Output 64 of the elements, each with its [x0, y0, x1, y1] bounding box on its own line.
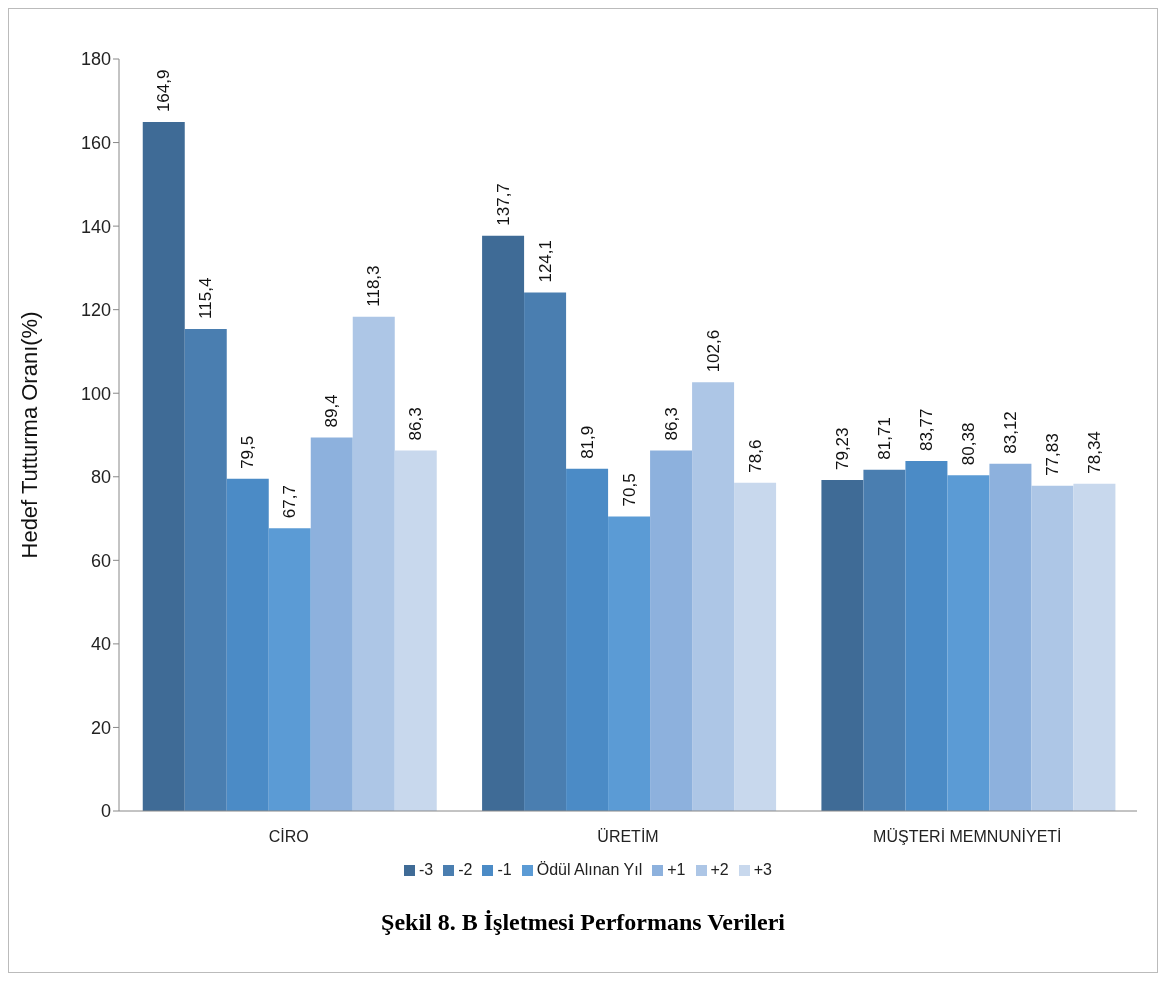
data-label: 86,3	[406, 407, 426, 441]
y-axis-title: Hedef Tutturma Oranı(%)	[16, 311, 42, 559]
y-tick-label: 40	[90, 634, 111, 655]
data-label: 137,7	[493, 183, 513, 226]
data-label: 83,12	[1000, 411, 1020, 454]
bar	[650, 450, 693, 811]
data-label: 79,5	[238, 435, 258, 469]
y-tick-label: 80	[90, 467, 111, 488]
bar	[142, 122, 185, 811]
data-label: 81,9	[577, 425, 597, 459]
data-label: 78,34	[1084, 431, 1104, 474]
legend-label: +3	[753, 861, 772, 878]
data-label: 80,38	[958, 422, 978, 466]
y-tick-label: 0	[100, 801, 111, 822]
bar	[863, 469, 906, 811]
bar	[268, 528, 311, 811]
bar	[310, 437, 353, 811]
data-label: 86,3	[661, 407, 681, 441]
text: Şekil 8. B İşletmesi Performans Verileri	[380, 909, 786, 936]
y-tick-label: 180	[80, 49, 111, 70]
legend-label: -2	[458, 861, 473, 878]
bar	[692, 382, 735, 811]
data-label: 67,7	[280, 485, 300, 519]
data-label: 164,9	[154, 69, 174, 113]
legend-label: +2	[710, 861, 729, 878]
data-label: 83,77	[916, 408, 936, 452]
bar	[566, 468, 609, 811]
x-tick-label: ÜRETİM	[597, 827, 659, 846]
bar	[524, 292, 567, 811]
data-label: 102,6	[703, 329, 723, 373]
y-tick-label: 20	[90, 717, 111, 738]
y-tick-label: 100	[80, 383, 111, 404]
data-label: 70,5	[619, 473, 639, 507]
x-tick-label: CİRO	[268, 827, 309, 846]
bar	[608, 516, 651, 811]
bar	[482, 235, 525, 811]
x-tick-label: MÜŞTERİ MEMNUNİYETİ	[873, 827, 1062, 846]
y-tick-label: 60	[90, 550, 111, 571]
bar	[821, 479, 864, 811]
legend-label: -3	[418, 861, 434, 878]
bar	[989, 463, 1032, 811]
legend-label: +1	[667, 861, 686, 878]
legend-label: -1	[497, 861, 512, 878]
y-tick-label: 160	[80, 132, 111, 153]
bar	[947, 475, 990, 811]
data-label: 118,3	[364, 265, 384, 307]
data-label: 81,71	[874, 417, 894, 460]
y-tick-label: 120	[80, 300, 111, 321]
data-label: 78,6	[745, 439, 765, 473]
bar	[394, 450, 437, 811]
bar	[1073, 483, 1116, 811]
bar	[184, 328, 227, 811]
y-tick-label: 140	[80, 216, 111, 237]
bar	[734, 482, 777, 811]
bar	[905, 461, 948, 811]
data-label: 89,4	[322, 394, 342, 428]
legend-label: Ödül Alınan Yıl	[536, 861, 643, 878]
bar	[352, 316, 395, 811]
data-label: 77,83	[1042, 433, 1062, 476]
data-label: 124,1	[535, 239, 555, 283]
bar	[1031, 485, 1074, 811]
bar	[226, 478, 269, 811]
data-label: 115,4	[196, 277, 216, 319]
data-label: 79,23	[832, 427, 852, 470]
